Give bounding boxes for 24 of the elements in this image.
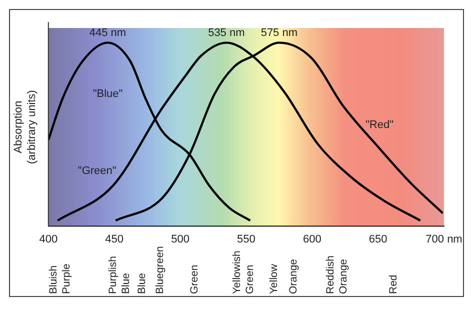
series-label: "Green" bbox=[78, 165, 116, 178]
y-axis-title: Absorption (arbitrary units) bbox=[12, 90, 38, 164]
text: Blue bbox=[136, 272, 148, 294]
series-label: "Blue" bbox=[92, 88, 123, 100]
text: Yellow bbox=[268, 264, 280, 294]
x-tick-label: 650 bbox=[368, 234, 388, 246]
annotation: 575 nm bbox=[260, 27, 298, 40]
annotation: 535 nm bbox=[208, 27, 245, 40]
text: Reddish Orange bbox=[324, 255, 350, 294]
text: Green bbox=[188, 264, 201, 294]
x-tick-label: 600 bbox=[302, 234, 322, 246]
text: Red bbox=[388, 274, 400, 294]
x-tick-label: 400 bbox=[39, 234, 58, 246]
text: Yellowish Green bbox=[230, 250, 256, 294]
text: Purplish Blue bbox=[106, 256, 132, 294]
x-tick-label: 550 bbox=[237, 234, 256, 246]
series-label: "Red" bbox=[365, 119, 394, 132]
text: Bluegreen bbox=[154, 246, 166, 294]
annotation: 445 nm bbox=[89, 27, 126, 40]
x-tick-label: 500 bbox=[171, 234, 190, 246]
x-tick-label: 700 nm bbox=[426, 234, 462, 246]
text: Orange bbox=[288, 258, 300, 294]
x-tick-label: 450 bbox=[105, 234, 124, 246]
text: Bluish Purple bbox=[47, 263, 72, 294]
